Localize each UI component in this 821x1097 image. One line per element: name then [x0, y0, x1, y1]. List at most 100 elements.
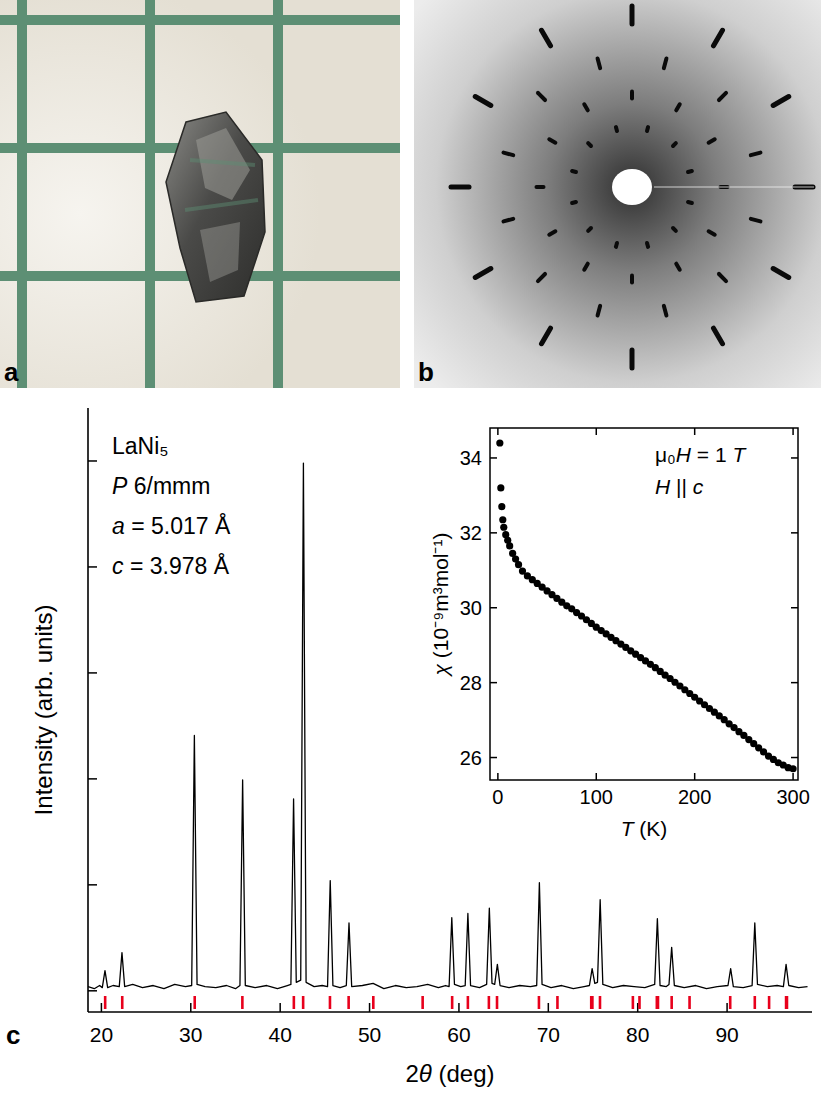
bragg-reflection: [768, 996, 771, 1009]
laue-spot: [714, 30, 723, 46]
data-point: [498, 503, 505, 510]
annotation: H || c: [655, 475, 704, 498]
y-tick: [791, 757, 798, 759]
x-tick: [497, 428, 499, 435]
text-run: H: [676, 443, 692, 466]
data-point: [499, 516, 506, 523]
bragg-reflection: [467, 996, 470, 1009]
panel-label: c: [6, 1020, 20, 1050]
x-tick-label: 20: [90, 1023, 113, 1046]
text-run: P: [112, 473, 128, 499]
bragg-reflection: [657, 996, 660, 1009]
x-axis: [88, 1011, 812, 1013]
panel-b: b: [414, 0, 821, 388]
text-run: = 1: [691, 443, 732, 466]
bragg-reflection: [753, 996, 756, 1009]
text-run: a: [112, 513, 125, 539]
laue-spot: [673, 228, 676, 231]
bragg-reflection: [729, 996, 732, 1009]
x-tick: [726, 1003, 728, 1012]
x-tick-label: 0: [492, 786, 503, 808]
plot-frame: [490, 428, 798, 780]
data-point: [789, 765, 796, 772]
text-run: T: [732, 443, 747, 466]
bragg-reflection: [347, 996, 350, 1009]
grid-line: [145, 0, 155, 388]
y-tick: [88, 884, 97, 886]
bragg-reflection: [121, 996, 124, 1009]
panel-c: 20304050607080902θ (deg)Intensity (arb. …: [0, 392, 821, 1097]
x-tick-label: 50: [358, 1023, 381, 1046]
text-run: 2: [405, 1060, 418, 1087]
laue-spot: [664, 306, 667, 316]
x-tick: [458, 1003, 460, 1012]
laue-background: [414, 0, 821, 388]
y-tick: [88, 672, 97, 674]
laue-spot: [504, 153, 514, 156]
laue-spot: [719, 93, 726, 100]
laue-spot: [664, 59, 667, 69]
x-axis-title: 2θ (deg): [405, 1060, 494, 1087]
laue-spot: [630, 6, 635, 24]
panel-label: a: [4, 357, 19, 387]
bragg-reflection: [632, 996, 635, 1009]
y-tick: [490, 682, 497, 684]
y-tick: [490, 532, 497, 534]
laue-spot: [598, 306, 601, 316]
bragg-reflection: [421, 996, 424, 1009]
annotation: μ₀H = 1 T: [655, 443, 747, 466]
annotation: a = 5.017 Å: [112, 512, 231, 539]
bragg-reflection: [241, 996, 244, 1009]
laue-spot: [630, 350, 635, 368]
y-tick: [490, 457, 497, 459]
laue-spot: [616, 127, 617, 131]
laue-spot: [538, 93, 545, 100]
text-run: (deg): [432, 1060, 495, 1087]
bragg-reflection: [496, 996, 499, 1009]
y-tick: [791, 607, 798, 609]
laue-spot: [709, 139, 715, 143]
text-run: = 3.978 Å: [124, 552, 230, 579]
beam-stop: [612, 169, 652, 205]
laue-spot: [647, 243, 648, 247]
y-tick-label: 30: [460, 597, 482, 619]
x-tick: [101, 1003, 103, 1012]
laue-spot: [549, 231, 555, 235]
chart-0: 20304050607080902θ (deg)Intensity (arb. …: [6, 408, 812, 1087]
y-tick: [88, 566, 97, 568]
y-tick-label: 26: [460, 747, 482, 769]
laue-spot: [588, 228, 591, 231]
y-tick: [88, 778, 97, 780]
laue-spot: [709, 231, 715, 235]
plot-data: [496, 439, 796, 772]
data-point: [506, 542, 513, 549]
laue-spot: [537, 185, 544, 189]
text-run: (10⁻⁹m³mol⁻¹): [429, 533, 452, 665]
text-run: = 5.017 Å: [125, 512, 231, 539]
annotation: P 6/mmm: [112, 473, 210, 499]
laue-spot: [598, 59, 601, 69]
laue-spot: [676, 104, 680, 110]
y-tick: [88, 990, 97, 992]
laue-spot: [647, 127, 648, 131]
grid-line: [0, 15, 400, 25]
x-tick: [369, 1003, 371, 1012]
text-run: θ: [419, 1060, 432, 1087]
x-tick-label: 300: [776, 786, 809, 808]
data-point: [500, 524, 507, 531]
panel-label: b: [418, 357, 434, 387]
laue-spot: [538, 274, 545, 281]
annotation: c = 3.978 Å: [112, 552, 230, 579]
data-point: [497, 484, 504, 491]
bragg-reflection: [302, 996, 305, 1009]
x-axis-title: T (K): [621, 817, 668, 840]
bragg-reflection: [656, 996, 659, 1009]
bragg-reflection: [785, 996, 788, 1009]
x-tick-label: 70: [537, 1023, 560, 1046]
text-run: c: [112, 553, 124, 579]
bragg-reflection: [104, 996, 107, 1009]
y-axis-title: Intensity (arb. units): [30, 605, 57, 816]
y-tick: [490, 757, 497, 759]
laue-spot: [630, 276, 634, 283]
x-tick-label: 30: [179, 1023, 202, 1046]
